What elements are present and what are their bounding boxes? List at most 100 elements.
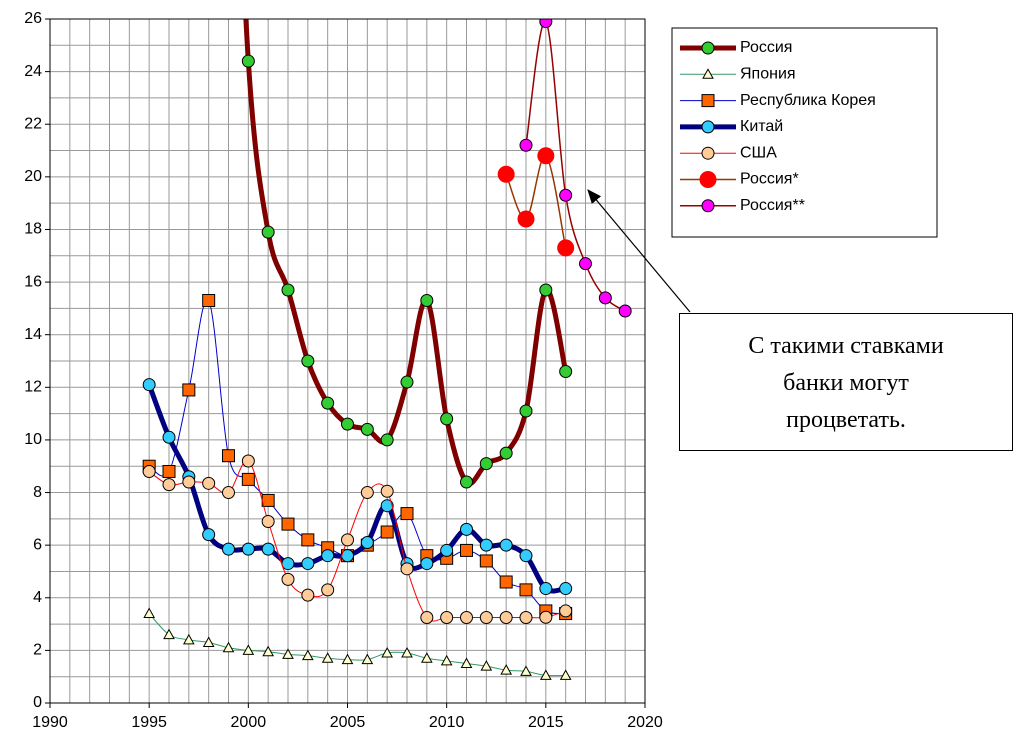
marker — [301, 649, 314, 661]
marker — [479, 554, 493, 568]
marker — [480, 660, 493, 671]
marker — [479, 538, 493, 552]
marker — [380, 499, 394, 513]
marker — [222, 641, 235, 653]
legend-label: Россия** — [740, 197, 805, 214]
marker — [420, 652, 433, 663]
marker — [539, 669, 552, 680]
marker — [401, 646, 413, 658]
legend-label: Россия — [740, 39, 792, 56]
marker — [281, 572, 295, 586]
marker — [440, 654, 453, 666]
marker — [500, 664, 513, 675]
legend-box — [671, 27, 938, 238]
marker — [360, 422, 374, 436]
marker — [559, 365, 573, 379]
marker — [282, 648, 294, 659]
y-tick-label: 2 — [33, 642, 42, 659]
marker — [360, 486, 374, 500]
marker — [400, 507, 414, 521]
marker — [261, 225, 275, 239]
marker — [539, 610, 553, 624]
marker — [539, 283, 553, 297]
marker — [598, 291, 612, 305]
series-line — [148, 613, 566, 677]
y-tick-label: 12 — [24, 379, 42, 396]
marker — [361, 653, 374, 665]
marker — [420, 557, 434, 571]
marker — [321, 583, 335, 597]
marker — [559, 188, 573, 202]
marker — [701, 94, 715, 108]
marker — [321, 652, 334, 663]
marker — [460, 543, 473, 557]
y-tick-label: 14 — [24, 326, 42, 343]
legend-label: Япония — [740, 66, 796, 83]
marker — [143, 607, 156, 619]
marker — [242, 644, 255, 655]
marker — [440, 543, 454, 557]
marker — [281, 557, 295, 571]
marker — [517, 210, 535, 228]
x-tick-label: 1995 — [131, 714, 167, 731]
marker — [519, 583, 533, 597]
marker — [440, 611, 454, 624]
marker — [163, 628, 175, 640]
marker — [519, 404, 533, 418]
marker — [519, 611, 533, 624]
marker — [618, 304, 632, 318]
marker — [400, 375, 414, 389]
marker — [537, 147, 555, 165]
legend-label: США — [740, 144, 777, 161]
marker — [182, 383, 196, 397]
marker — [440, 412, 454, 426]
marker — [162, 430, 176, 444]
marker — [499, 611, 513, 624]
plot-area — [142, 19, 632, 680]
marker — [519, 138, 533, 152]
marker — [281, 283, 295, 297]
series-line — [146, 383, 567, 594]
series-line — [505, 155, 567, 249]
x-tick-label: 1990 — [32, 714, 68, 731]
marker — [420, 611, 434, 624]
x-tick-label: 2010 — [429, 714, 465, 731]
marker — [400, 562, 414, 576]
axes: 1990 1995 2000 2005 2010 2015 2020024681012141… — [24, 10, 663, 731]
marker — [557, 239, 575, 257]
marker — [420, 293, 434, 307]
marker — [341, 533, 354, 547]
marker — [162, 464, 176, 478]
marker — [341, 653, 354, 665]
x-tick-label: 2005 — [330, 714, 366, 731]
legend: Россия Япония Республика Корея Китай США Росс… — [680, 39, 876, 214]
marker — [222, 542, 235, 556]
legend-label: Россия* — [740, 171, 799, 188]
annotation: С такими ставками банки могут процветать… — [679, 313, 1013, 451]
x-tick-label: 2000 — [231, 714, 267, 731]
marker — [321, 549, 335, 563]
marker — [241, 454, 255, 468]
y-tick-label: 4 — [33, 589, 42, 606]
series-line — [243, 19, 569, 487]
marker — [499, 538, 513, 552]
x-tick-label: 2015 — [528, 714, 564, 731]
marker — [202, 476, 216, 490]
marker — [499, 575, 513, 589]
marker — [301, 354, 315, 368]
marker — [701, 120, 715, 134]
marker — [301, 557, 315, 571]
marker — [341, 417, 354, 431]
marker — [241, 472, 255, 486]
grid — [49, 18, 646, 704]
y-tick-label: 24 — [24, 63, 42, 80]
y-tick-label: 0 — [33, 694, 42, 711]
marker — [460, 611, 473, 624]
marker — [321, 396, 335, 410]
annotation-arrow — [587, 189, 691, 313]
marker — [360, 536, 374, 550]
y-tick-label: 6 — [33, 536, 42, 553]
marker — [499, 446, 513, 460]
marker — [142, 378, 156, 392]
